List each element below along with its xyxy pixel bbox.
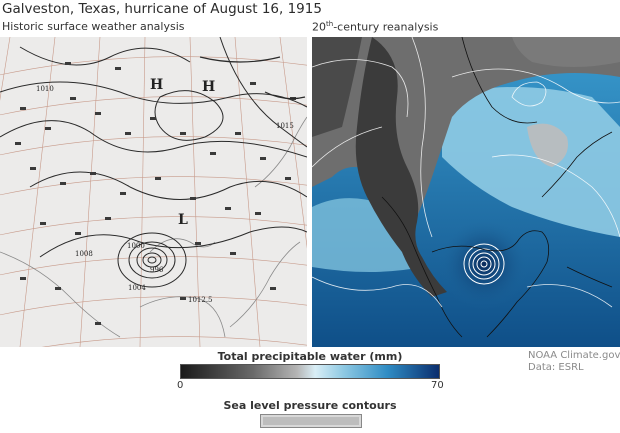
- credit-noaa: NOAA Climate.gov: [528, 350, 620, 361]
- isobar-label: L: [178, 212, 188, 228]
- isobar-label: 1012.5: [188, 296, 213, 304]
- colorbar-min-label: 0: [177, 380, 184, 391]
- isobar-label: 1008: [75, 250, 93, 258]
- figure-title: Galveston, Texas, hurricane of August 16…: [2, 1, 322, 17]
- isobar-label: 1010: [36, 85, 54, 93]
- isobar-label: 996: [150, 266, 164, 274]
- isobar-label: 1004: [128, 284, 146, 292]
- precipitable-water-colorbar: [180, 364, 440, 379]
- historic-weather-map: 1000 996 1004 1008 1012.5 1015 1010 H H L: [0, 37, 307, 347]
- pressure-legend-title: Sea level pressure contours: [223, 399, 397, 412]
- hurricane-contours: [463, 243, 505, 285]
- colorbar-max-label: 70: [431, 380, 444, 391]
- station-marks: [15, 62, 296, 325]
- reanalysis-coastlines: [381, 37, 613, 338]
- credit-data-source: Data: ESRL: [528, 362, 584, 373]
- reanalysis-map: [312, 37, 620, 347]
- left-panel-subtitle: Historic surface weather analysis: [2, 20, 185, 33]
- pressure-contours: [312, 37, 620, 308]
- hurricane-rings: [117, 232, 187, 288]
- right-panel-subtitle: 20th-century reanalysis: [312, 20, 438, 34]
- reanalysis-map-svg: [312, 37, 620, 347]
- weather-front: [199, 56, 306, 100]
- pressure-contour-swatch: [260, 414, 362, 428]
- coastlines: [0, 116, 307, 338]
- subtitle-superscript: th: [326, 20, 334, 28]
- isobar-label: 1000: [127, 242, 145, 250]
- historic-map-svg: [0, 37, 307, 347]
- colorbar-title: Total precipitable water (mm): [217, 350, 403, 363]
- isobar-label: 1015: [276, 122, 294, 130]
- subtitle-prefix: 20: [312, 20, 326, 34]
- isobar-label: H: [202, 79, 216, 95]
- isobar-label: H: [150, 77, 164, 93]
- subtitle-suffix: -century reanalysis: [333, 20, 439, 34]
